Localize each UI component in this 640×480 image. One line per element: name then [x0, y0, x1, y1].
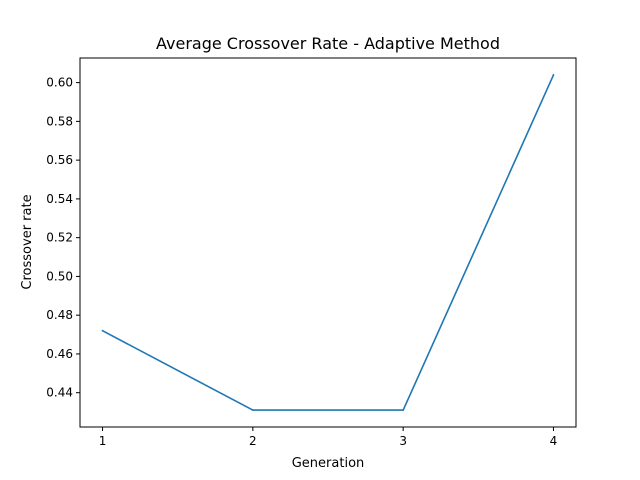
x-tick-label: 3 [399, 434, 407, 448]
series-line [102, 74, 555, 411]
y-tick-label: 0.50 [46, 269, 73, 283]
data-point [251, 409, 254, 412]
series-group [101, 73, 555, 412]
x-axis-label: Generation [292, 456, 365, 471]
y-tick-label: 0.46 [46, 347, 73, 361]
y-tick-label: 0.52 [46, 231, 73, 245]
y-tick-label: 0.56 [46, 153, 73, 167]
chart-title: Average Crossover Rate - Adaptive Method [156, 34, 500, 53]
x-tick-label: 2 [249, 434, 257, 448]
y-tick-label: 0.48 [46, 308, 73, 322]
y-tick-label: 0.54 [46, 192, 73, 206]
data-point [552, 73, 555, 76]
plot-frame [79, 57, 577, 428]
y-tick-label: 0.60 [46, 76, 73, 90]
data-point [101, 329, 104, 332]
y-axis-label: Crossover rate [20, 194, 35, 289]
x-tick-label: 1 [99, 434, 107, 448]
data-point [402, 409, 405, 412]
y-tick-label: 0.44 [46, 386, 73, 400]
y-tick-label: 0.58 [46, 114, 73, 128]
x-tick-label: 4 [550, 434, 558, 448]
axis-ticks: 1 2 3 4 0.44 0.46 0.48 0.50 0.52 0.54 0.56 0.58 0.60 [46, 76, 557, 448]
